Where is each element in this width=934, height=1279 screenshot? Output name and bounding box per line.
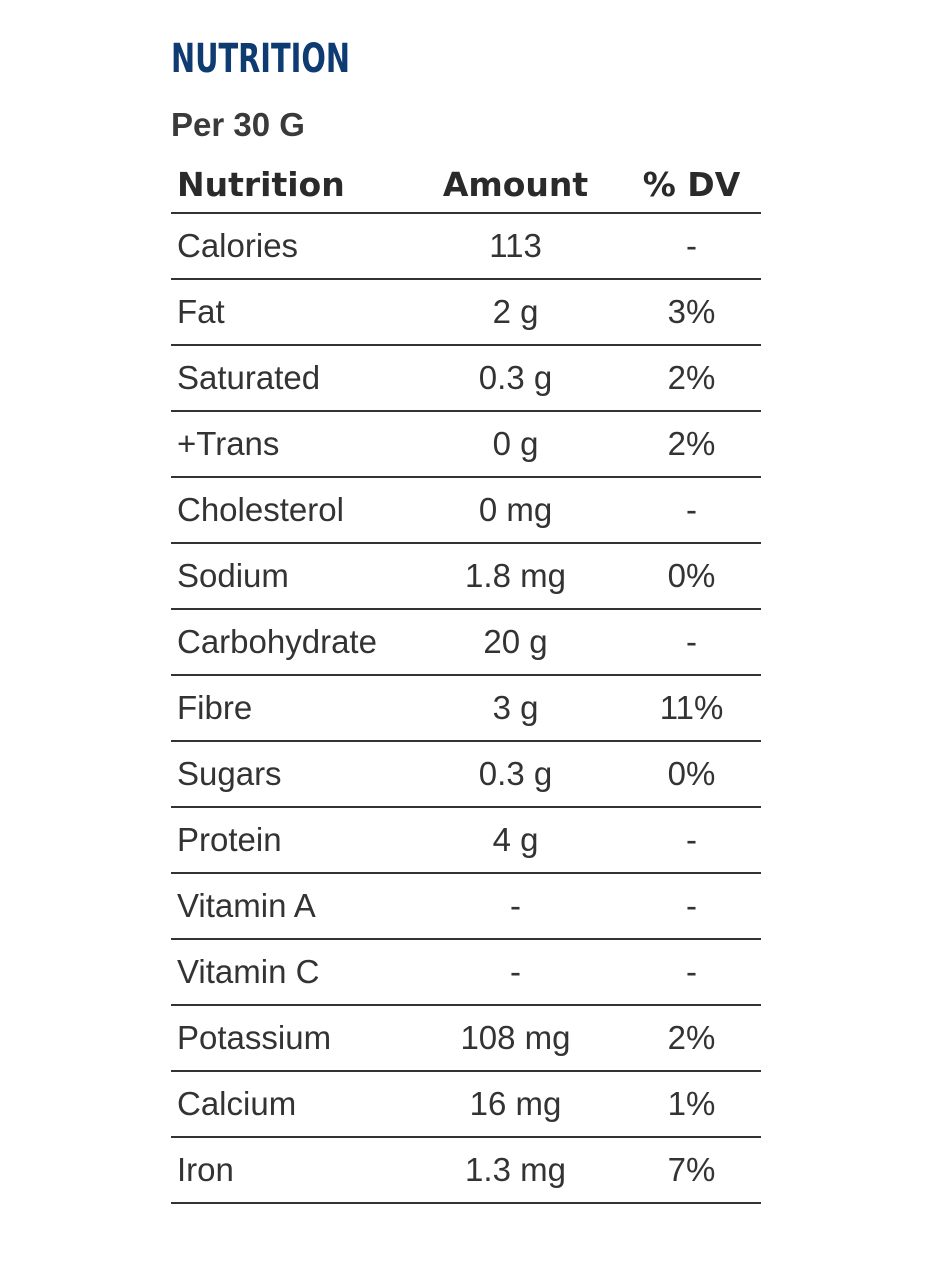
section-title: NUTRITION — [171, 36, 350, 82]
header-amount: Amount — [409, 156, 622, 214]
nutrient-name: Sugars — [171, 741, 409, 808]
table-header-row: Nutrition Amount % DV — [171, 156, 761, 214]
table-row: +Trans 0 g 2% — [171, 411, 761, 478]
nutrition-table: Nutrition Amount % DV Calories 113- Fat 2 g… — [171, 156, 761, 1204]
nutrient-dv: 7% — [622, 1137, 761, 1204]
nutrient-amount: 113 — [409, 213, 622, 280]
nutrient-name: Iron — [171, 1137, 409, 1204]
nutrient-amount: 16 mg — [409, 1071, 622, 1138]
nutrient-dv: - — [622, 939, 761, 1006]
nutrient-name: Fat — [171, 279, 409, 346]
nutrient-name: Cholesterol — [171, 477, 409, 544]
nutrient-dv: - — [622, 213, 761, 280]
nutrient-dv: 11% — [622, 675, 761, 742]
nutrient-name: Potassium — [171, 1005, 409, 1072]
table-row: Carbohydrate 20 g- — [171, 609, 761, 676]
table-row: Vitamin C-- — [171, 939, 761, 1006]
nutrient-amount: 0 mg — [409, 477, 622, 544]
nutrient-amount: 0.3 g — [409, 741, 622, 808]
nutrient-name: Fibre — [171, 675, 409, 742]
nutrient-amount: 1.8 mg — [409, 543, 622, 610]
nutrient-name: Saturated — [171, 345, 409, 412]
nutrient-name: Protein — [171, 807, 409, 874]
nutrient-amount: 2 g — [409, 279, 622, 346]
table-row: Sugars 0.3 g 0% — [171, 741, 761, 808]
nutrient-dv: 2% — [622, 411, 761, 478]
table-row: Vitamin A-- — [171, 873, 761, 940]
nutrient-amount: 0 g — [409, 411, 622, 478]
header-dv: % DV — [622, 156, 761, 214]
table-row: Calcium 16 mg 1% — [171, 1071, 761, 1138]
table-row: Calories 113- — [171, 213, 761, 280]
table-row: Potassium 108 mg 2% — [171, 1005, 761, 1072]
nutrient-name: Vitamin C — [171, 939, 409, 1006]
nutrient-dv: 3% — [622, 279, 761, 346]
nutrient-dv: 0% — [622, 741, 761, 808]
header-nutrient: Nutrition — [171, 156, 409, 214]
table-row: Cholesterol 0 mg - — [171, 477, 761, 544]
nutrient-name: Calcium — [171, 1071, 409, 1138]
nutrient-amount: 108 mg — [409, 1005, 622, 1072]
nutrient-name: Calories — [171, 213, 409, 280]
table-row: Sodium 1.8 mg 0% — [171, 543, 761, 610]
table-row: Iron 1.3 mg 7% — [171, 1137, 761, 1204]
nutrient-name: +Trans — [171, 411, 409, 478]
nutrient-dv: 2% — [622, 345, 761, 412]
nutrient-dv: - — [622, 807, 761, 874]
nutrient-dv: - — [622, 609, 761, 676]
nutrient-dv: 0% — [622, 543, 761, 610]
table-row: Saturated 0.3 g 2% — [171, 345, 761, 412]
nutrient-amount: 4 g — [409, 807, 622, 874]
nutrient-amount: 1.3 mg — [409, 1137, 622, 1204]
serving-size: Per 30 G — [171, 106, 305, 143]
nutrient-name: Vitamin A — [171, 873, 409, 940]
nutrient-dv: - — [622, 873, 761, 940]
nutrient-dv: 1% — [622, 1071, 761, 1138]
nutrient-dv: 2% — [622, 1005, 761, 1072]
nutrient-amount: - — [409, 873, 622, 940]
nutrient-amount: 3 g — [409, 675, 622, 742]
nutrient-amount: 0.3 g — [409, 345, 622, 412]
nutrient-name: Carbohydrate — [171, 609, 409, 676]
table-row: Fibre 3 g 11% — [171, 675, 761, 742]
nutrient-amount: - — [409, 939, 622, 1006]
table-row: Fat 2 g 3% — [171, 279, 761, 346]
nutrient-name: Sodium — [171, 543, 409, 610]
table-row: Protein 4 g- — [171, 807, 761, 874]
nutrient-dv: - — [622, 477, 761, 544]
nutrient-amount: 20 g — [409, 609, 622, 676]
